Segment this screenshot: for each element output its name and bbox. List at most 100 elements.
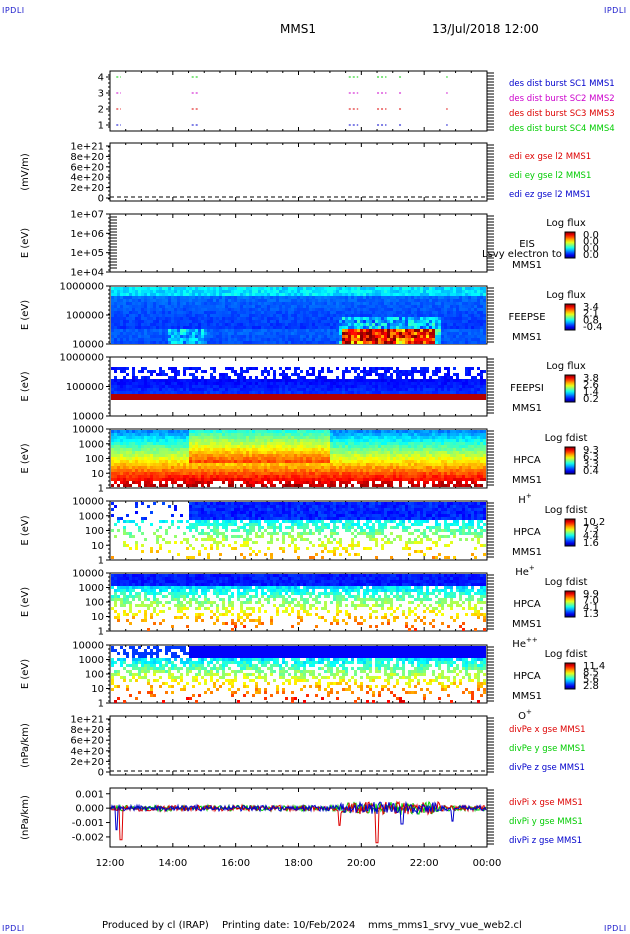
panel-6-species: H+ <box>518 492 532 506</box>
corner-label-top-left: IPDLI <box>2 6 25 15</box>
panel-9-ytick-label: 10000 <box>72 641 104 652</box>
panel-2-ytick-label: 4e+20 <box>70 173 104 184</box>
panel-10-ytick-label: 0 <box>98 768 104 779</box>
panel-9-colorbar-tick: 5.6 <box>583 674 599 685</box>
panel-7-colorbar-tick: 7.3 <box>583 524 599 535</box>
panel-5-colorbar-tick: 0.2 <box>583 394 599 405</box>
panel-6-spectrogram <box>111 430 486 487</box>
panel-7-colorbar-tick: 4.4 <box>583 531 599 542</box>
legend-divpi-1: divPi x gse MMS1 <box>509 798 583 808</box>
legend-divpi-2: divPi y gse MMS1 <box>509 817 583 827</box>
panel-10-ytick-label: 1e+21 <box>70 715 104 726</box>
panel-5-ytick-label: 10000 <box>72 412 104 423</box>
panel-3-right-ticks <box>487 215 494 271</box>
panel-5-spacecraft: MMS1 <box>512 403 542 414</box>
panel-9-spectrogram <box>111 646 486 703</box>
panel-4-colorbar <box>564 303 576 331</box>
panel-9-ytick-label: 100 <box>85 670 104 681</box>
panel-9-left-minor-ticks <box>108 648 110 702</box>
panel-4-ytick-label: 10000 <box>72 340 104 351</box>
panel-6-left-minor-ticks <box>108 432 110 486</box>
x-tick-label: 12:00 <box>96 858 125 869</box>
panel-1-right-ticks <box>487 72 494 131</box>
panel-9-ylabel: E (eV) <box>20 659 31 689</box>
panel-1-ytick-label: 2 <box>98 105 104 116</box>
legend-burst-3: des dist burst SC3 MMS3 <box>509 109 615 119</box>
panel-3-colorbar <box>564 231 576 259</box>
panel-2-time-ticks <box>109 143 488 201</box>
panel-4-colorbar-title: Log flux <box>546 290 586 301</box>
panel-5-ytick-label: 1000000 <box>59 353 104 364</box>
panel-10-ylabel: (nPa/km) <box>20 723 31 768</box>
panel-9-colorbar-tick: 2.8 <box>583 681 599 692</box>
panel-4-instrument: FEEPSE <box>508 312 545 323</box>
panel-7-colorbar <box>564 518 576 547</box>
eis-left-ticks <box>110 216 117 269</box>
panel-9-ytick-label: 10 <box>91 684 104 695</box>
panel-3-ytick-label: 1e+06 <box>70 229 104 240</box>
panel-8-species: He++ <box>512 636 538 650</box>
panel-7-ytick-label: 1 <box>98 556 104 567</box>
legend-edi-3: edi ez gse l2 MMS1 <box>509 190 591 200</box>
panel-10-time-ticks <box>109 716 488 775</box>
panel-7-colorbar-tick: 1.6 <box>583 538 599 549</box>
panel-3-frame <box>109 213 488 273</box>
legend-divpe-3: divPe z gse MMS1 <box>509 763 585 773</box>
panel-11-ytick-label: -0.001 <box>72 818 104 829</box>
panel-3-colorbar-tick: 0.0 <box>583 250 599 261</box>
panel-7-ytick-label: 10000 <box>72 497 104 508</box>
panel-2-left-minor-ticks <box>108 146 110 200</box>
panel-4-colorbar-tick: -0.4 <box>583 322 603 333</box>
panel-4-colorbar-tick: 0.8 <box>583 315 599 326</box>
panel-6-spacecraft: MMS1 <box>512 475 542 486</box>
x-tick-label: 20:00 <box>347 858 376 869</box>
panel-4-colorbar-tick: 3.4 <box>583 302 599 313</box>
panel-7-right-ticks <box>487 502 494 558</box>
panel-9-colorbar-tick: 11.4 <box>583 661 605 672</box>
panel-6-colorbar-tick: 0.4 <box>583 466 599 477</box>
panel-6-ytick-label: 1000 <box>79 439 104 450</box>
panel-5-colorbar-tick: 1.4 <box>583 387 599 398</box>
panel-11-ytick-label: -0.002 <box>72 832 104 843</box>
panel-11-right-ticks <box>487 789 494 845</box>
legend-edi-2: edi ey gse l2 MMS1 <box>509 171 591 181</box>
panel-6-colorbar-title: Log fdist <box>545 433 588 444</box>
panel-4-spectrogram <box>111 287 486 344</box>
x-tick-label: 14:00 <box>158 858 187 869</box>
panel-6-ytick-label: 10000 <box>72 425 104 436</box>
footer-produced-by: Produced by cl (IRAP) <box>102 920 209 931</box>
panel-8-colorbar-tick: 7.0 <box>583 596 599 607</box>
panel-3-time-ticks <box>109 214 488 272</box>
panel-8-colorbar <box>564 590 576 618</box>
panel-6-colorbar <box>564 446 576 475</box>
panel-8-colorbar-tick: 9.9 <box>583 589 599 600</box>
panel-6-colorbar-tick: 3.3 <box>583 459 599 470</box>
panel-3-overflow-label: Lsvy electron to <box>482 249 562 260</box>
x-tick-label: 16:00 <box>221 858 250 869</box>
panel-8-right-ticks <box>487 574 494 630</box>
panel-1-ytick-label: 1 <box>98 121 104 132</box>
panel-4-spacecraft: MMS1 <box>512 332 542 343</box>
panel-2-ytick-label: 6e+20 <box>70 162 104 173</box>
panel-8-spacecraft: MMS1 <box>512 619 542 630</box>
legend-divpe-1: divPe x gse MMS1 <box>509 725 586 735</box>
panel-3-ylabel: E (eV) <box>20 228 31 258</box>
panel-6-colorbar-tick: 6.3 <box>583 452 599 463</box>
panel-9-species: O+ <box>518 708 532 722</box>
panel-5-left-minor-ticks <box>108 360 110 414</box>
panel-4-left-minor-ticks <box>108 289 110 343</box>
panel-10-right-ticks <box>487 717 494 773</box>
panel-8-ytick-label: 1 <box>98 627 104 638</box>
legend-divpe-2: divPe y gse MMS1 <box>509 744 586 754</box>
panel-4-ytick-label: 1000000 <box>59 282 104 293</box>
panel-5-colorbar-tick: 2.6 <box>583 380 599 391</box>
panel-6-instrument: HPCA <box>513 455 541 466</box>
panel-5-ytick-label: 100000 <box>66 382 104 393</box>
panel-8-left-minor-ticks <box>108 576 110 630</box>
panel-10-ytick-label: 6e+20 <box>70 736 104 747</box>
panel-3-colorbar-tick: 0.0 <box>583 230 599 241</box>
panel-11-ylabel: (nPa/km) <box>20 795 31 840</box>
panel-5-ylabel: E (eV) <box>20 371 31 401</box>
panel-1-frame <box>109 70 488 132</box>
